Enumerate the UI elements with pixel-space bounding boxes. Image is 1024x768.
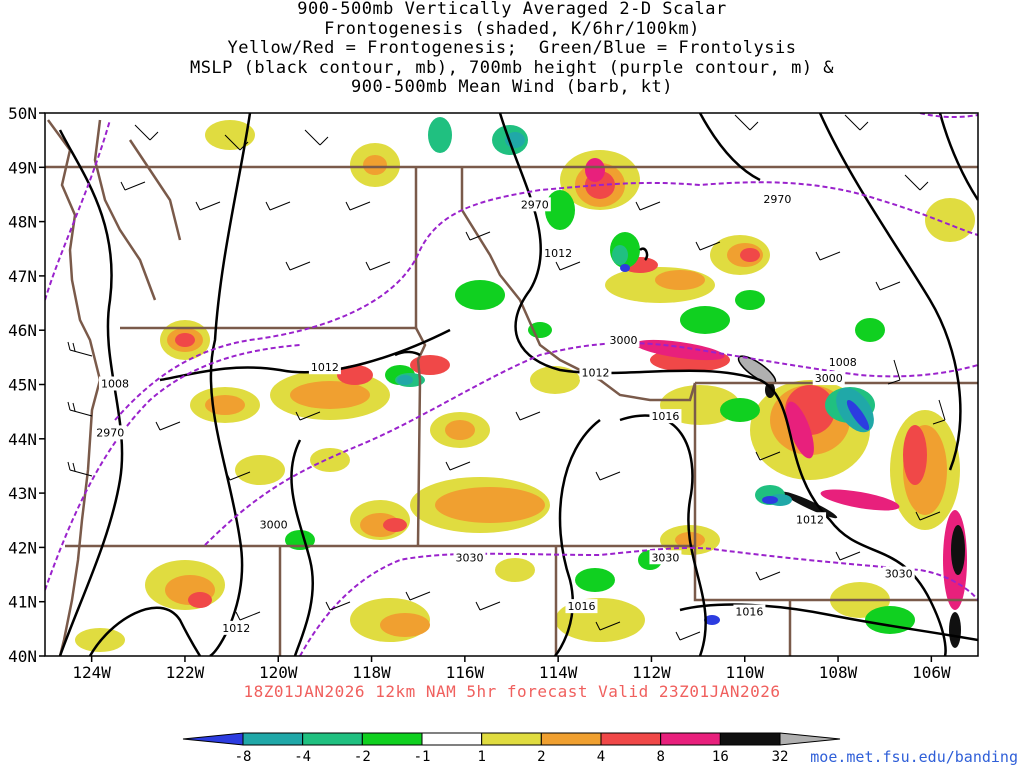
- lat-tick-label: 47N: [8, 267, 37, 286]
- mslp-contours: [58, 113, 978, 656]
- height-label: 2970: [521, 198, 549, 211]
- colorbar-box: [719, 732, 781, 746]
- height-label-bg: [453, 550, 486, 565]
- longitude-axis: 124W 122W 120W 118W 116W 114W 112W 110W 108W 106W: [72, 656, 951, 682]
- height-label: 3030: [885, 568, 913, 581]
- height-label: 3000: [260, 519, 288, 532]
- colorbar-label: 1: [477, 749, 485, 765]
- mslp-label-bg: [579, 365, 612, 380]
- height-label-bg: [607, 333, 640, 348]
- mslp-label-bg: [649, 409, 682, 424]
- height-contour-labels: 2970 2970 2970 3000 3000 3000 3030 3030 3030: [94, 191, 915, 581]
- title-line-2: Frontogenesis (shaded, K/6hr/100km): [324, 18, 700, 39]
- wind-barbs: [67, 114, 946, 641]
- mslp-label: 1012: [581, 367, 609, 380]
- colorbar-box: [540, 732, 602, 746]
- latitude-axis: 50N 49N 48N 47N 46N 45N 44N 43N 42N 41N 40N: [8, 104, 45, 666]
- colorbar-label: -8: [235, 749, 252, 765]
- lat-tick-label: 49N: [8, 158, 37, 177]
- mslp-label-bg: [220, 620, 253, 635]
- lat-tick-label: 40N: [8, 647, 37, 666]
- mslp-label: 1012: [222, 622, 250, 635]
- height-label: 3000: [609, 334, 637, 347]
- mslp-contour-labels: 1008 1012 1012 1012 1016 1008 1012 1016 1016 1012: [98, 246, 859, 635]
- mslp-label-bg: [794, 512, 827, 527]
- lon-tick-label: 112W: [632, 663, 671, 682]
- map-title: 900-500mb Vertically Averaged 2-D Scalar…: [0, 0, 1024, 98]
- mslp-label: 1008: [101, 378, 129, 391]
- colorbar-max-arrow: [779, 732, 841, 746]
- height-label: 3000: [815, 372, 843, 385]
- lon-tick-label: 118W: [352, 663, 391, 682]
- colorbar: -8 -4 -2 -1 1 2 4 8 16 32: [182, 732, 841, 765]
- height-label-bg: [761, 191, 794, 206]
- lat-tick-label: 43N: [8, 484, 37, 503]
- source-credit: moe.met.fsu.edu/banding: [810, 748, 1018, 766]
- height-label-bg: [94, 425, 127, 440]
- colorbar-box: [660, 732, 721, 746]
- lat-tick-label: 48N: [8, 213, 37, 232]
- lon-tick-label: 114W: [539, 663, 578, 682]
- colorbar-label: -2: [354, 749, 371, 765]
- height-label: 3030: [456, 551, 484, 564]
- height-label-bg: [882, 566, 915, 581]
- colorbar-min-arrow: [182, 732, 244, 746]
- lon-tick-label: 124W: [72, 663, 111, 682]
- height-label: 2970: [96, 426, 124, 439]
- colorbar-label: 16: [712, 749, 729, 765]
- lon-tick-label: 108W: [819, 663, 858, 682]
- lat-tick-label: 44N: [8, 430, 37, 449]
- height-label-bg: [257, 517, 290, 532]
- mslp-label-bg: [733, 604, 766, 619]
- colorbar-label: -4: [294, 749, 311, 765]
- mslp-label: 1012: [544, 247, 572, 260]
- height-label-bg: [649, 550, 682, 565]
- mslp-label: 1016: [735, 606, 763, 619]
- height-label: 3030: [651, 551, 679, 564]
- mslp-label-bg: [308, 360, 341, 375]
- height-label: 2970: [763, 193, 791, 206]
- title-line-5: 900-500mb Mean Wind (barb, kt): [350, 77, 674, 97]
- colorbar-box: [242, 732, 304, 746]
- mslp-label-bg: [565, 599, 598, 614]
- colorbar-label: 4: [597, 749, 605, 765]
- colorbar-label: 8: [656, 749, 664, 765]
- mslp-label: 1016: [651, 410, 679, 423]
- colorbar-box: [302, 732, 363, 746]
- colorbar-label: 2: [537, 749, 545, 765]
- colorbar-box: [481, 732, 542, 746]
- mslp-label: 1016: [567, 600, 595, 613]
- height-label-bg: [518, 197, 551, 212]
- colorbar-label: 32: [772, 749, 789, 765]
- lat-tick-label: 46N: [8, 321, 37, 340]
- colorbar-box: [421, 732, 483, 746]
- lat-tick-label: 50N: [8, 104, 37, 123]
- mslp-label: 1008: [829, 356, 857, 369]
- lat-tick-label: 42N: [8, 538, 37, 557]
- lon-tick-label: 116W: [446, 663, 485, 682]
- mslp-label-bg: [542, 246, 575, 261]
- title-line-4: MSLP (black contour, mb), 700mb height (…: [189, 57, 835, 78]
- mslp-label-bg: [98, 376, 131, 391]
- mslp-label-bg: [826, 354, 859, 369]
- height-label-bg: [812, 371, 845, 386]
- title-line-1: 900-500mb Vertically Averaged 2-D Scalar: [297, 0, 727, 19]
- lon-tick-label: 110W: [725, 663, 764, 682]
- colorbar-box: [600, 732, 662, 746]
- colorbar-box: [361, 732, 423, 746]
- lat-tick-label: 45N: [8, 376, 37, 395]
- forecast-validity: 18Z01JAN2026 12km NAM 5hr forecast Valid…: [243, 682, 781, 701]
- lon-tick-label: 122W: [166, 663, 205, 682]
- colorbar-label: -1: [414, 749, 431, 765]
- height-contours: [45, 113, 978, 656]
- lon-tick-label: 106W: [912, 663, 951, 682]
- mslp-label: 1012: [796, 513, 824, 526]
- lon-tick-label: 120W: [259, 663, 298, 682]
- mslp-label: 1012: [311, 361, 339, 374]
- lat-tick-label: 41N: [8, 593, 37, 612]
- title-line-3: Yellow/Red = Frontogenesis; Green/Blue =…: [227, 38, 797, 58]
